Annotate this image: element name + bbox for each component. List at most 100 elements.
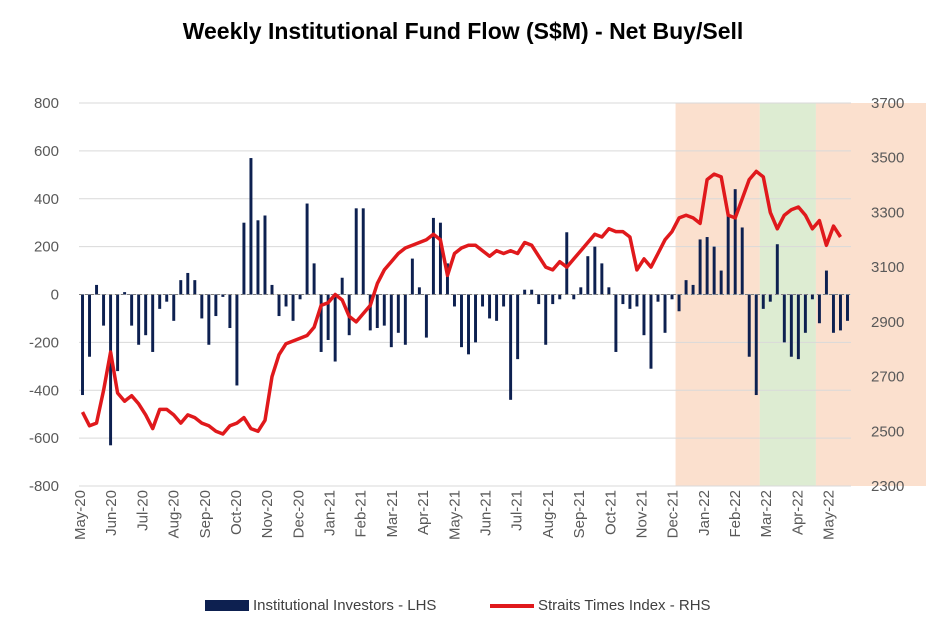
bar: [544, 294, 548, 345]
bar: [733, 189, 737, 295]
x-tick-label: Jun-21: [477, 490, 494, 536]
bar: [130, 294, 134, 326]
y-left-tick-label: -400: [29, 382, 59, 399]
x-tick-label: May-22: [821, 490, 838, 540]
x-tick-label: Feb-22: [727, 490, 744, 538]
bar: [88, 294, 92, 357]
bar: [698, 239, 702, 295]
x-tick-label: Nov-20: [259, 490, 276, 538]
bar: [403, 294, 407, 345]
y-right-tick-label: 3100: [871, 259, 904, 276]
bar: [312, 263, 316, 295]
bar: [530, 289, 534, 295]
x-tick-label: Dec-20: [290, 490, 307, 538]
bar: [298, 294, 302, 300]
x-tick-label: Jun-20: [103, 490, 120, 536]
bar: [95, 284, 99, 295]
bar: [417, 287, 421, 295]
bar: [803, 294, 807, 333]
bar: [719, 270, 723, 295]
bar: [193, 280, 197, 295]
y-left-tick-label: 400: [34, 191, 59, 208]
bar: [488, 294, 492, 319]
bar: [368, 294, 372, 331]
x-tick-label: Jul-21: [509, 490, 526, 531]
bar: [684, 280, 688, 295]
bar: [502, 294, 506, 307]
bar: [452, 294, 456, 307]
x-tick-label: Oct-21: [602, 490, 619, 535]
legend-item-sti: Straits Times Index - RHS: [490, 597, 711, 614]
bar: [81, 294, 84, 396]
bar: [186, 272, 190, 295]
x-tick-label: Jul-20: [134, 490, 151, 531]
bar: [481, 294, 485, 307]
legend-label-institutional: Institutional Investors - LHS: [253, 597, 437, 614]
bar: [495, 294, 499, 321]
bar: [551, 294, 555, 305]
bar: [537, 294, 541, 305]
bar: [768, 294, 772, 302]
x-tick-label: Jan-22: [696, 490, 713, 536]
bar: [782, 294, 786, 343]
legend-swatch-bar: [205, 600, 249, 611]
x-tick-label: Dec-21: [665, 490, 682, 538]
bar: [123, 292, 127, 295]
y-left-tick-label: 800: [34, 95, 59, 112]
y-left-tick-label: 200: [34, 239, 59, 256]
bar: [460, 294, 463, 348]
bar: [375, 294, 379, 329]
bar: [179, 280, 183, 295]
bar: [607, 287, 611, 295]
bar: [600, 263, 604, 295]
bar: [200, 294, 204, 319]
bar: [109, 294, 113, 446]
bar: [326, 294, 330, 340]
bar: [824, 270, 828, 295]
y-left-tick-label: 600: [34, 143, 59, 160]
bar: [642, 294, 646, 336]
bar: [291, 294, 295, 321]
bar: [396, 294, 400, 333]
y-left-tick-label: -800: [29, 478, 59, 495]
y-left-tick-label: -600: [29, 430, 59, 447]
bar: [586, 256, 590, 295]
bar: [270, 284, 274, 295]
bar: [621, 294, 625, 305]
y-right-tick-label: 3500: [871, 150, 904, 167]
bar: [831, 294, 835, 333]
bar: [249, 158, 253, 295]
bar: [761, 294, 765, 309]
legend-item-institutional: Institutional Investors - LHS: [205, 597, 436, 614]
bar: [516, 294, 520, 360]
sti-line: [80, 169, 842, 436]
bar: [579, 287, 583, 295]
bar: [846, 294, 849, 321]
y-left-tick-label: 0: [51, 287, 59, 304]
x-tick-label: Feb-21: [353, 490, 370, 538]
x-tick-label: Sep-20: [197, 490, 214, 538]
x-tick-label: Mar-21: [384, 490, 401, 538]
bar: [754, 294, 758, 396]
bar: [340, 277, 344, 295]
bar: [333, 294, 337, 362]
x-tick-label: Jan-21: [322, 490, 339, 536]
bar: [572, 294, 576, 300]
bar: [509, 294, 513, 400]
bar: [361, 208, 365, 295]
x-tick-label: May-21: [446, 490, 463, 540]
bar: [256, 220, 260, 295]
bar: [838, 294, 842, 331]
y-right-tick-label: 2700: [871, 369, 904, 386]
bar: [663, 294, 667, 333]
bar: [670, 294, 674, 300]
bar: [382, 294, 386, 326]
bar: [137, 294, 141, 345]
bar: [319, 294, 323, 352]
bar: [284, 294, 288, 307]
bar: [565, 232, 569, 295]
bar: [305, 203, 309, 295]
bar: [144, 294, 148, 336]
x-tick-label: Aug-20: [166, 490, 183, 538]
bar: [410, 258, 414, 295]
